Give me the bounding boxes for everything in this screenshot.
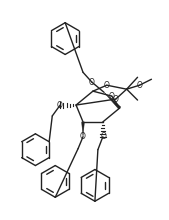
Text: O: O: [56, 101, 62, 110]
Polygon shape: [82, 122, 84, 137]
Polygon shape: [104, 92, 121, 109]
Text: O: O: [80, 132, 86, 141]
Text: O: O: [113, 95, 119, 104]
Text: O: O: [89, 78, 95, 87]
Text: O: O: [137, 81, 142, 90]
Text: O: O: [101, 132, 107, 141]
Text: O: O: [109, 92, 115, 101]
Text: O: O: [104, 81, 110, 90]
